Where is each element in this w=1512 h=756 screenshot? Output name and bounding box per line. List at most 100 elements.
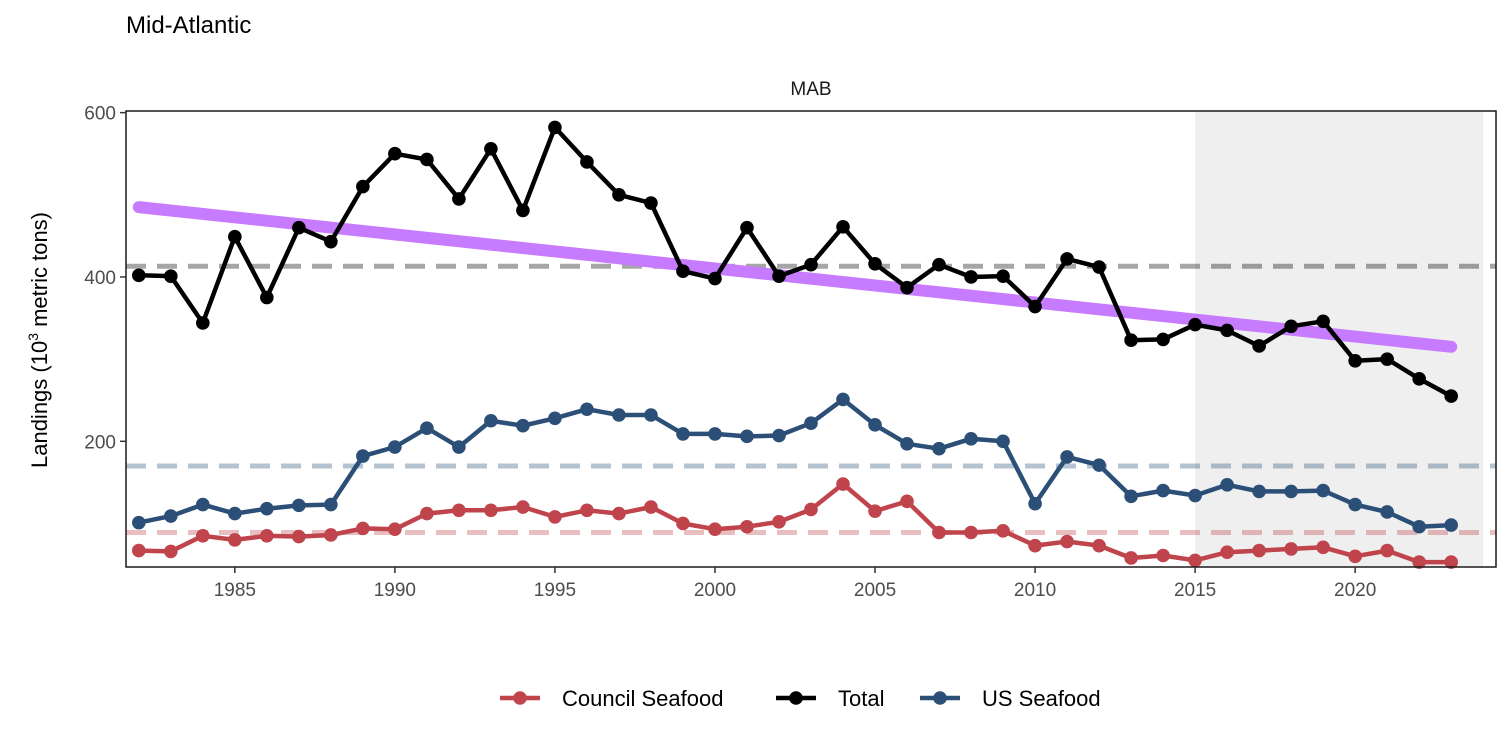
x-tick-label: 2000 [694, 580, 736, 601]
data-point-us-seafood [1092, 458, 1106, 472]
data-point-council-seafood [1252, 543, 1266, 558]
data-point-us-seafood [1124, 489, 1138, 504]
data-point-council-seafood [836, 477, 850, 491]
data-point-council-seafood [996, 524, 1010, 538]
data-point-us-seafood [324, 497, 338, 512]
data-point-council-seafood [132, 543, 146, 558]
data-point-council-seafood [868, 504, 882, 518]
data-point-council-seafood [1220, 545, 1234, 560]
data-point-us-seafood [1316, 483, 1330, 498]
data-point-total [1444, 389, 1458, 403]
data-point-us-seafood [196, 497, 210, 512]
data-point-total [580, 155, 594, 169]
y-tick-label: 200 [84, 432, 116, 453]
data-point-total [1156, 332, 1170, 347]
data-point-total [324, 234, 338, 249]
data-point-council-seafood [356, 521, 370, 536]
data-point-council-seafood [548, 510, 562, 524]
data-point-council-seafood [1092, 538, 1106, 553]
x-tick-label: 1990 [374, 580, 416, 601]
data-point-council-seafood [804, 502, 818, 517]
data-point-total [420, 152, 434, 167]
data-point-council-seafood [644, 500, 658, 514]
data-point-total [356, 179, 370, 194]
data-point-council-seafood [452, 503, 466, 518]
data-point-us-seafood [356, 449, 370, 463]
data-point-us-seafood [708, 427, 722, 441]
x-tick-label: 2015 [1174, 580, 1216, 601]
data-point-council-seafood [1316, 540, 1330, 555]
data-point-council-seafood [1188, 553, 1202, 568]
data-point-total [1412, 372, 1426, 386]
data-point-council-seafood [260, 528, 274, 543]
data-point-us-seafood [900, 436, 914, 451]
data-point-us-seafood [1028, 496, 1042, 511]
data-point-total [292, 220, 306, 235]
data-point-us-seafood [1188, 488, 1202, 503]
data-point-council-seafood [1380, 543, 1394, 558]
data-point-us-seafood [1060, 450, 1074, 464]
data-point-total [1380, 352, 1394, 366]
data-point-council-seafood [164, 544, 178, 559]
data-point-total [452, 192, 466, 206]
data-point-total [964, 270, 978, 284]
data-point-us-seafood [772, 428, 786, 443]
data-point-total [708, 271, 722, 286]
data-point-total [132, 268, 146, 283]
y-axis-title-sup: 3 [25, 333, 41, 341]
data-point-total [196, 316, 210, 330]
data-point-total [932, 257, 946, 272]
data-point-council-seafood [1124, 551, 1138, 565]
data-point-us-seafood [836, 392, 850, 407]
data-point-us-seafood [964, 432, 978, 446]
x-tick-label: 2020 [1334, 580, 1376, 601]
data-point-us-seafood [452, 440, 466, 454]
data-point-us-seafood [548, 411, 562, 426]
data-point-us-seafood [740, 429, 754, 444]
y-axis-title-tail: metric tons) [27, 212, 52, 333]
data-point-us-seafood [1380, 505, 1394, 519]
data-point-council-seafood [484, 503, 498, 518]
data-point-us-seafood [1348, 497, 1362, 512]
data-point-us-seafood [644, 408, 658, 422]
data-point-us-seafood [388, 440, 402, 454]
data-point-us-seafood [804, 416, 818, 431]
data-point-total [548, 120, 562, 135]
data-point-council-seafood [580, 503, 594, 518]
data-point-total [228, 229, 242, 244]
data-point-us-seafood [484, 413, 498, 428]
data-point-us-seafood [1444, 518, 1458, 532]
data-point-council-seafood [900, 494, 914, 509]
data-point-council-seafood [1284, 542, 1298, 556]
legend-key-point-total [789, 691, 803, 705]
data-point-us-seafood [1156, 483, 1170, 498]
y-axis-title: Landings (103 metric tons) [25, 212, 52, 468]
data-point-council-seafood [740, 519, 754, 534]
data-point-total [260, 290, 274, 305]
data-point-council-seafood [516, 500, 530, 514]
data-point-total [484, 141, 498, 156]
data-point-us-seafood [868, 418, 882, 432]
data-point-total [612, 188, 626, 202]
data-point-council-seafood [1028, 538, 1042, 553]
data-point-total [1092, 260, 1106, 274]
data-point-total [1220, 323, 1234, 338]
data-point-total [388, 146, 402, 161]
data-point-us-seafood [164, 509, 178, 523]
data-point-us-seafood [1412, 519, 1426, 534]
data-point-total [1188, 317, 1202, 332]
x-tick-label: 2005 [854, 580, 896, 601]
data-point-council-seafood [420, 506, 434, 521]
data-point-us-seafood [1220, 478, 1234, 492]
strip-label: MAB [790, 79, 831, 100]
y-tick-label: 400 [84, 268, 116, 289]
data-point-total [1252, 339, 1266, 353]
x-tick-label: 2010 [1014, 580, 1056, 601]
legend-key-point-council-seafood [513, 691, 527, 705]
data-point-us-seafood [932, 441, 946, 456]
data-point-us-seafood [292, 498, 306, 513]
strip-background [126, 65, 1496, 111]
data-point-council-seafood [1156, 548, 1170, 563]
axes: 200 400 600 1985 1990 1995 2000 2005 2010 2015 202… [84, 104, 1376, 601]
